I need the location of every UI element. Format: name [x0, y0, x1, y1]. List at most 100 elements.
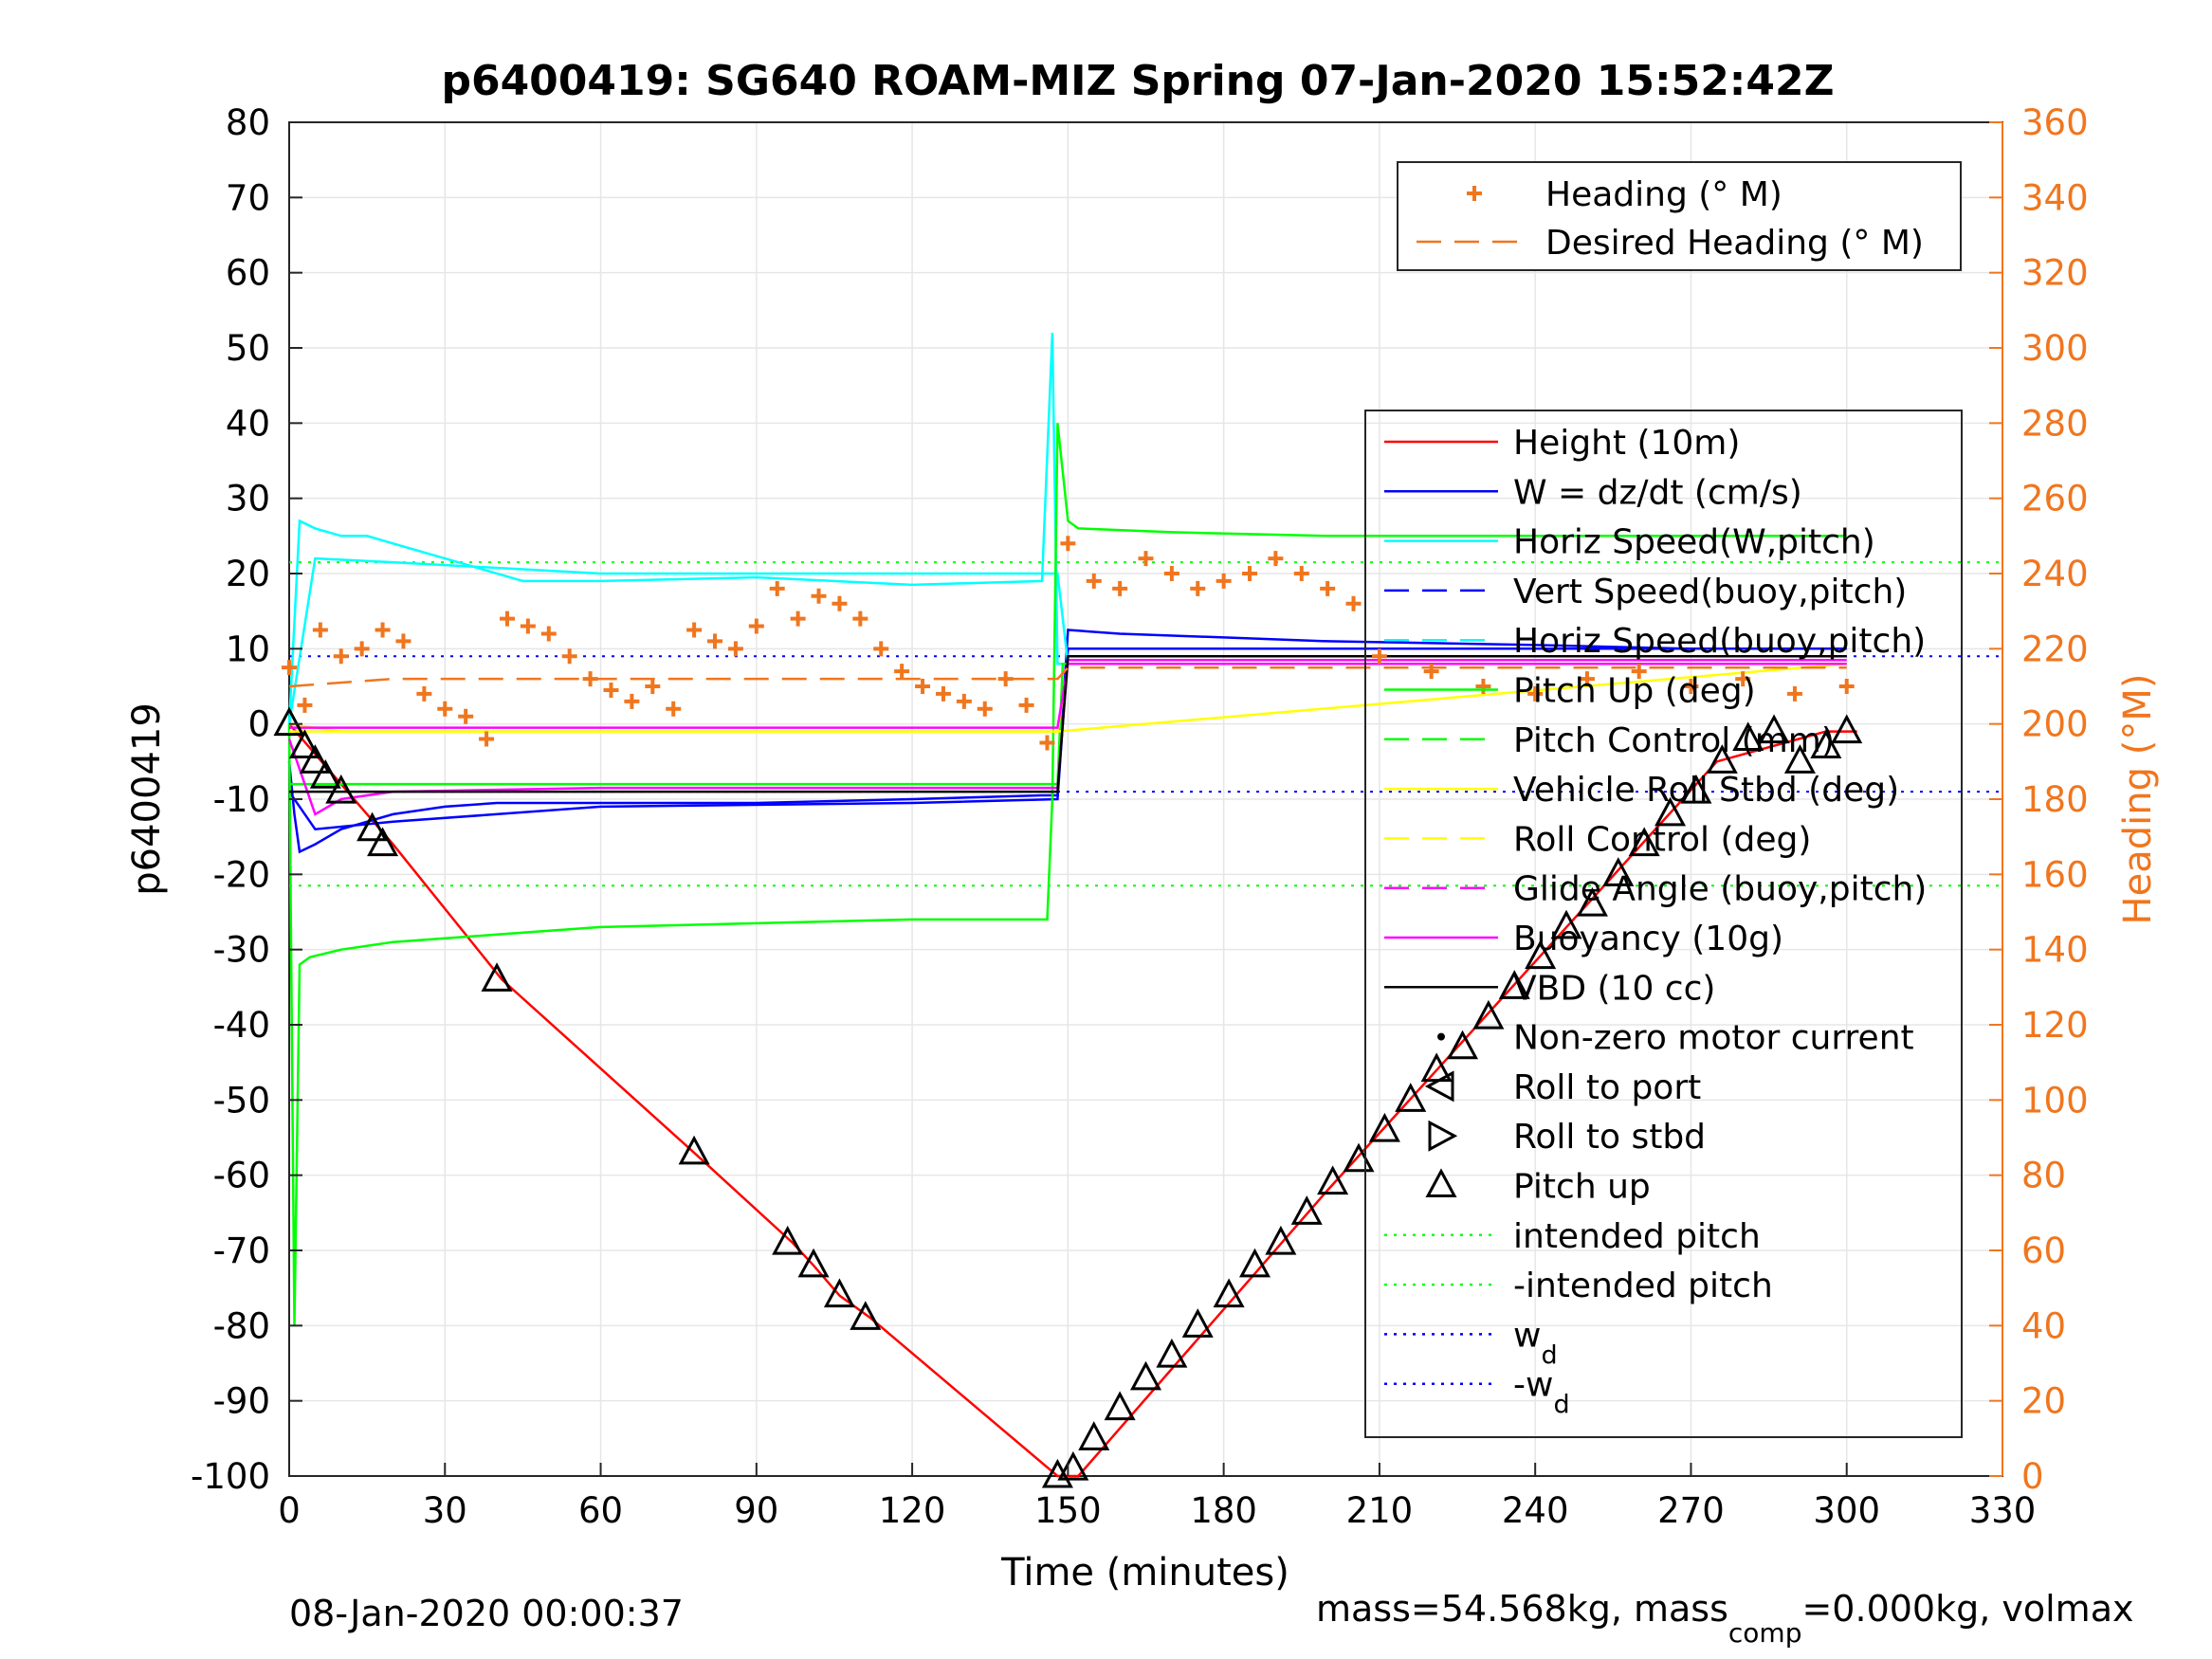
pitch-up-marker — [288, 729, 320, 758]
pitch-up-marker — [1213, 1278, 1245, 1308]
pitch-up-marker — [797, 1248, 830, 1278]
heading-point — [603, 682, 619, 698]
y-tick-label: 10 — [226, 629, 270, 669]
heading-point — [769, 580, 785, 596]
heading-point — [1683, 679, 1699, 694]
legend-label: Buoyancy (10g) — [1513, 920, 1783, 958]
heading-point — [1268, 551, 1284, 567]
x-tick-label: 30 — [423, 1490, 467, 1531]
pitch-up-marker — [1290, 1195, 1323, 1225]
legend-heading-entries: Heading (° M) Desired Heading (° M) — [1417, 175, 1924, 263]
pitch-up-marker — [1810, 729, 1842, 758]
pitch-up-marker — [823, 1278, 855, 1308]
legend-label: Vert Speed(buoy,pitch) — [1513, 573, 1907, 611]
y2-tick-label: 240 — [2021, 554, 2089, 594]
pitch-up-marker — [678, 1135, 710, 1165]
heading-point — [1039, 735, 1055, 751]
pitch-up-marker — [1078, 1421, 1110, 1450]
y2-tick-label: 180 — [2021, 779, 2089, 820]
pitch-up-marker — [1129, 1360, 1162, 1391]
heading-point — [894, 664, 910, 680]
heading-point — [1467, 186, 1482, 201]
heading-point — [1320, 580, 1336, 596]
heading-point — [1786, 685, 1802, 702]
chart-title: p6400419: SG640 ROAM-MIZ Spring 07-Jan-2… — [441, 57, 1834, 105]
pitch-up-marker — [1265, 1225, 1297, 1255]
footer-mass-sub: comp — [1728, 1617, 1802, 1649]
legend-swatch — [1424, 1070, 1454, 1103]
y2-tick-label: 60 — [2021, 1231, 2066, 1271]
legend-label: Vehicle Roll Stbd (deg) — [1513, 771, 1899, 810]
y2-tick-label: 100 — [2021, 1080, 2089, 1121]
y2-tick-label: 360 — [2021, 102, 2089, 143]
heading-point — [666, 701, 682, 717]
pitch-up-marker — [1238, 1248, 1271, 1278]
x-tick-label: 150 — [1034, 1490, 1102, 1531]
pitch-up-marker — [772, 1225, 804, 1255]
heading-point — [1138, 551, 1154, 567]
legend-main-box — [1364, 410, 1963, 1438]
y-tick-label: 60 — [226, 253, 270, 294]
heading-point — [686, 622, 703, 638]
heading-point — [1060, 536, 1076, 552]
heading-point — [458, 708, 474, 724]
heading-point — [790, 611, 806, 627]
legend-label: Roll Control (deg) — [1513, 820, 1811, 859]
heading-point — [1345, 595, 1362, 611]
pitch-up-marker — [1057, 1450, 1089, 1481]
y-tick-label: -70 — [213, 1231, 270, 1271]
heading-point — [1423, 664, 1439, 680]
heading-point — [645, 679, 661, 694]
series-line — [289, 655, 1847, 793]
legend-label: Pitch Up (deg) — [1513, 672, 1756, 711]
y-tick-label: -80 — [213, 1305, 270, 1346]
y-tick-label: 40 — [226, 403, 270, 444]
pitch-up-marker — [1628, 827, 1660, 857]
y2-tick-label: 140 — [2021, 930, 2089, 971]
footer-mass-a: mass=54.568kg, mass — [1316, 1588, 1728, 1630]
legend-swatch — [1437, 1032, 1445, 1041]
pitch-up-marker — [1156, 1338, 1188, 1368]
y2-tick-label: 300 — [2021, 328, 2089, 369]
legend-label: Roll to port — [1513, 1068, 1701, 1107]
heading-point — [873, 641, 889, 657]
pitch-up-marker — [1654, 796, 1687, 827]
y-tick-label: 20 — [226, 554, 270, 594]
pitch-up-marker — [1732, 721, 1764, 752]
y-tick-label: -40 — [213, 1005, 270, 1046]
y-tick-label: -100 — [191, 1456, 270, 1497]
heading-point — [707, 633, 723, 649]
heading-point — [520, 618, 536, 634]
heading-point — [479, 731, 495, 747]
footer-mass: mass=54.568kg, masscomp=0.000kg, volmax — [1316, 1588, 2133, 1649]
heading-point — [1838, 679, 1855, 694]
pitch-up-marker — [273, 706, 305, 737]
legend-heading: Heading (° M) Desired Heading (° M) — [1397, 161, 1962, 271]
y2-tick-label: 40 — [2021, 1305, 2066, 1346]
pitch-up-marker — [1576, 886, 1608, 917]
marker-layer — [273, 536, 1863, 1488]
heading-point — [915, 679, 931, 694]
pitch-up-marker — [1550, 909, 1582, 939]
heading-point — [437, 701, 453, 717]
pitch-up-marker — [1395, 1083, 1427, 1112]
pitch-up-marker — [1447, 1030, 1479, 1060]
y-tick-label: 30 — [226, 479, 270, 520]
footer-date: 08-Jan-2020 00:00:37 — [289, 1593, 684, 1634]
y2-tick-label: 20 — [2021, 1381, 2066, 1422]
legend-label: Heading (° M) — [1545, 175, 1782, 214]
pitch-up-marker — [1831, 714, 1863, 744]
x-tick-label: 60 — [578, 1490, 623, 1531]
y2-tick-label: 220 — [2021, 629, 2089, 669]
x-tick-label: 240 — [1502, 1490, 1569, 1531]
series-line — [287, 423, 1847, 1326]
y2-tick-label: 340 — [2021, 177, 2089, 218]
pitch-up-marker — [850, 1301, 882, 1330]
heading-point — [1475, 679, 1491, 694]
pitch-up-marker — [309, 759, 341, 789]
heading-point — [1735, 671, 1751, 687]
heading-point — [582, 671, 598, 687]
y2-tick-label: 280 — [2021, 403, 2089, 444]
heading-point — [1163, 566, 1179, 581]
